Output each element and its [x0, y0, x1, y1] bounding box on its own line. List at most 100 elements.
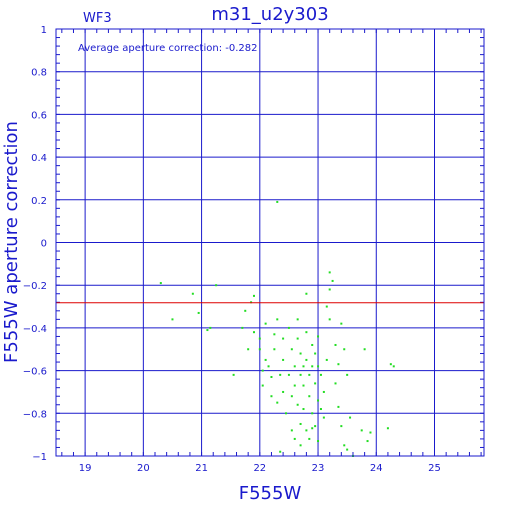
data-point: [282, 337, 285, 340]
y-tick-label: −1: [32, 452, 47, 463]
data-point: [270, 376, 273, 379]
y-tick-label: −0.2: [23, 281, 47, 292]
data-point: [340, 322, 343, 325]
data-point: [241, 326, 244, 329]
data-point: [232, 373, 235, 376]
data-point: [343, 348, 346, 351]
data-point: [299, 422, 302, 425]
data-point: [317, 399, 320, 402]
x-tick-label: 20: [137, 463, 150, 474]
data-point: [334, 382, 337, 385]
data-point: [343, 444, 346, 447]
data-point: [287, 373, 290, 376]
data-point: [308, 395, 311, 398]
data-point: [311, 343, 314, 346]
y-tick-label: 0.2: [31, 196, 47, 207]
data-point: [159, 282, 162, 285]
x-axis-label: F555W: [239, 483, 302, 504]
data-point: [276, 200, 279, 203]
data-point: [273, 333, 276, 336]
data-point: [311, 365, 314, 368]
data-point: [314, 425, 317, 428]
x-tick-label: 22: [253, 463, 266, 474]
y-tick-label: 0.6: [31, 110, 47, 121]
data-point: [302, 408, 305, 411]
data-point: [279, 450, 282, 453]
data-point: [311, 412, 314, 415]
data-point: [334, 343, 337, 346]
y-tick-label: 0.4: [31, 153, 47, 164]
data-point: [282, 358, 285, 361]
data-point: [273, 348, 276, 351]
x-tick-label: 23: [312, 463, 325, 474]
data-point: [264, 358, 267, 361]
data-point: [244, 309, 247, 312]
data-point: [261, 369, 264, 372]
data-point: [319, 408, 322, 411]
data-point: [197, 311, 200, 314]
average-annotation: Average aperture correction: -0.282: [78, 43, 258, 54]
data-point: [290, 395, 293, 398]
data-point: [328, 271, 331, 274]
data-point: [349, 416, 352, 419]
x-tick-labels: 19 20 21 22 23 24 25: [79, 463, 441, 474]
data-point: [296, 403, 299, 406]
data-point: [206, 329, 209, 332]
data-point: [325, 305, 328, 308]
data-point: [317, 365, 320, 368]
data-point: [328, 288, 331, 291]
data-point: [282, 390, 285, 393]
data-point: [285, 412, 288, 415]
data-point: [328, 318, 331, 321]
x-tick-label: 25: [428, 463, 441, 474]
panel-label: WF3: [83, 11, 112, 26]
minor-ticks: [56, 28, 484, 457]
x-tick-label: 24: [370, 463, 383, 474]
data-point: [317, 335, 320, 338]
plot-frame: [55, 28, 485, 457]
data-point: [267, 365, 270, 368]
y-tick-label: −0.6: [23, 367, 47, 378]
data-point: [293, 437, 296, 440]
data-point: [247, 348, 250, 351]
data-point: [252, 331, 255, 334]
data-point: [302, 384, 305, 387]
y-tick-label: −0.4: [23, 324, 47, 335]
data-point: [209, 326, 212, 329]
data-point: [337, 363, 340, 366]
data-point: [325, 358, 328, 361]
data-point: [252, 294, 255, 297]
data-point: [276, 401, 279, 404]
data-point: [191, 292, 194, 295]
x-tick-label: 19: [79, 463, 92, 474]
data-point: [369, 431, 372, 434]
data-point: [171, 318, 174, 321]
data-point: [290, 429, 293, 432]
data-point: [276, 318, 279, 321]
data-point: [366, 440, 369, 443]
data-point: [360, 429, 363, 432]
data-point: [317, 440, 320, 443]
data-point: [299, 352, 302, 355]
x-tick-label: 21: [195, 463, 208, 474]
data-point: [296, 337, 299, 340]
data-point: [346, 373, 349, 376]
y-axis-label: F555W aperture correction: [1, 121, 22, 363]
data-point: [314, 352, 317, 355]
data-point: [337, 405, 340, 408]
data-point: [296, 318, 299, 321]
y-tick-label: 1: [41, 25, 47, 36]
data-point: [258, 348, 261, 351]
data-point: [299, 373, 302, 376]
y-tick-label: 0: [41, 239, 47, 250]
data-point: [305, 292, 308, 295]
data-point: [279, 373, 282, 376]
data-point: [293, 384, 296, 387]
chart-title: m31_u2y303: [211, 4, 328, 25]
data-point: [314, 382, 317, 385]
y-tick-labels: 1 0.8 0.6 0.4 0.2 0 −0.2 −0.4 −0.6 −0.8 −1: [23, 25, 47, 463]
data-point: [264, 322, 267, 325]
data-point: [311, 427, 314, 430]
data-point: [305, 429, 308, 432]
data-point: [386, 427, 389, 430]
